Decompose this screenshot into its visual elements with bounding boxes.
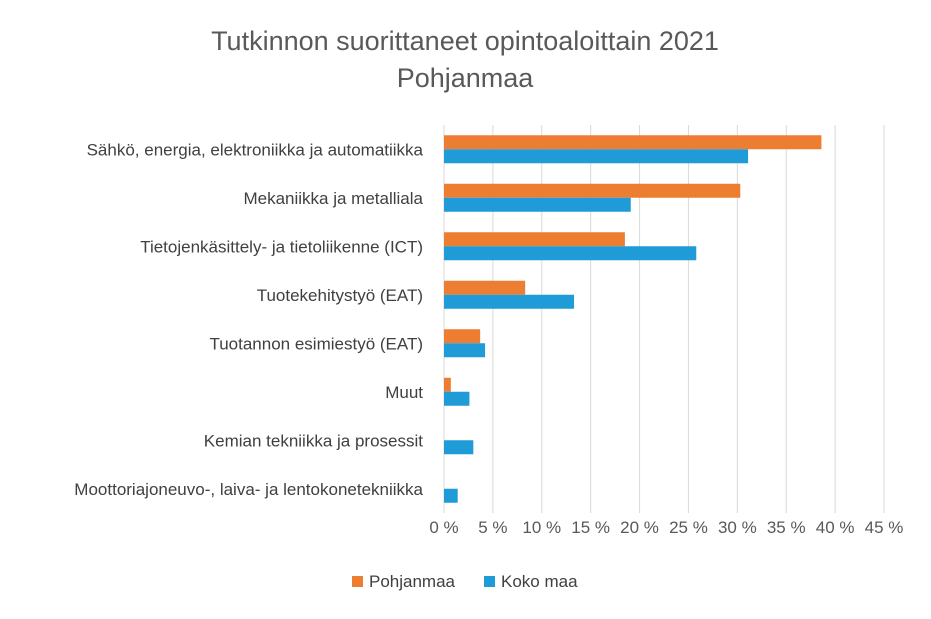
bars-group xyxy=(444,135,822,503)
bar-pohjanmaa xyxy=(444,232,625,247)
category-label: Sähkö, energia, elektroniikka ja automat… xyxy=(87,140,424,159)
x-tick-label: 20 % xyxy=(620,518,659,537)
bar-pohjanmaa xyxy=(444,135,822,150)
bar-koko-maa xyxy=(444,197,631,212)
x-tick-label: 5 % xyxy=(478,518,507,537)
x-tick-label: 30 % xyxy=(718,518,757,537)
x-tick-label: 45 % xyxy=(865,518,904,537)
legend-swatch xyxy=(352,576,363,587)
category-label: Tuotekehitystyö (EAT) xyxy=(257,286,423,305)
chart-subtitle: Pohjanmaa xyxy=(397,63,535,93)
x-tick-label: 35 % xyxy=(767,518,806,537)
bar-koko-maa xyxy=(444,488,458,503)
chart-title: Tutkinnon suorittaneet opintoaloittain 2… xyxy=(211,26,719,56)
bar-pohjanmaa xyxy=(444,183,741,198)
bar-koko-maa xyxy=(444,246,697,261)
category-label: Mekaniikka ja metalliala xyxy=(243,189,423,208)
legend-label: Pohjanmaa xyxy=(369,572,456,591)
category-label: Tuotannon esimiestyö (EAT) xyxy=(209,334,423,353)
legend: Pohjanmaa Koko maa xyxy=(352,572,578,591)
bar-koko-maa xyxy=(444,391,470,406)
bar-koko-maa xyxy=(444,149,749,164)
x-tick-label: 10 % xyxy=(522,518,561,537)
x-tick-label: 40 % xyxy=(816,518,855,537)
bar-koko-maa xyxy=(444,440,474,455)
bar-pohjanmaa xyxy=(444,377,451,392)
x-axis-ticks: 0 % 5 % 10 % 15 % 20 % 25 % 30 % 35 % 40 % 45 % xyxy=(429,518,903,537)
legend-swatch xyxy=(484,576,495,587)
category-label: Moottoriajoneuvo-, laiva- ja lentokonete… xyxy=(74,480,423,499)
x-tick-label: 0 % xyxy=(429,518,458,537)
bar-pohjanmaa xyxy=(444,280,526,295)
gridlines xyxy=(443,125,885,513)
category-label: Kemian tekniikka ja prosessit xyxy=(204,431,423,450)
category-label: Muut xyxy=(385,383,423,402)
category-labels: Sähkö, energia, elektroniikka ja automat… xyxy=(74,140,423,499)
legend-label: Koko maa xyxy=(501,572,578,591)
x-tick-label: 15 % xyxy=(571,518,610,537)
category-label: Tietojenkäsittely- ja tietoliikenne (ICT… xyxy=(140,237,423,256)
bar-pohjanmaa xyxy=(444,329,481,344)
bar-koko-maa xyxy=(444,294,575,309)
bar-koko-maa xyxy=(444,343,486,358)
x-tick-label: 25 % xyxy=(669,518,708,537)
